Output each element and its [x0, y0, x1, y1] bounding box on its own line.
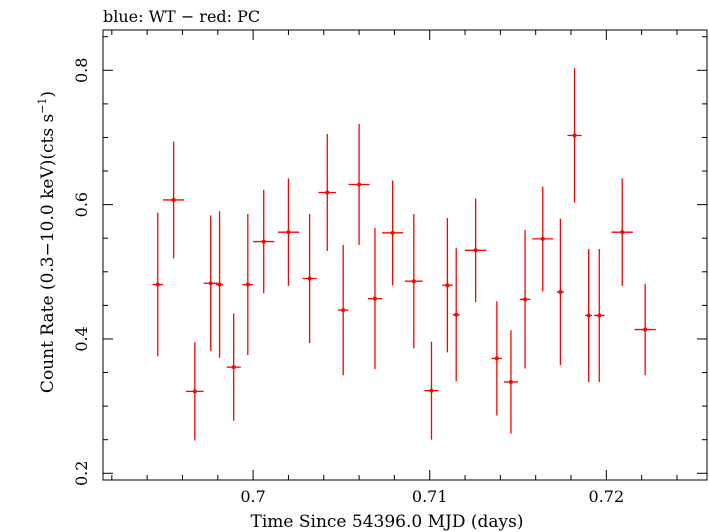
data-point [585, 248, 593, 382]
x-tick-label: 0.71 [412, 487, 448, 506]
point-marker [217, 282, 222, 287]
data-point [405, 214, 423, 349]
data-point [567, 68, 582, 203]
point-marker [572, 133, 577, 138]
y-tick-label: 0.2 [72, 461, 91, 486]
data-point [152, 212, 164, 357]
data-series-pc [152, 68, 656, 441]
data-point [465, 198, 487, 303]
point-marker [540, 236, 545, 241]
data-point [593, 248, 605, 382]
point-marker [494, 356, 499, 361]
data-point [611, 178, 633, 286]
point-marker [325, 190, 330, 195]
point-marker [558, 289, 563, 294]
data-point [226, 313, 241, 421]
y-axis-label-sup: −1 [36, 98, 49, 114]
y-axis-label: Count Rate (0.3−10.0 keV)(cts s−1) [36, 91, 58, 393]
point-marker [261, 239, 266, 244]
data-point [556, 218, 564, 366]
y-tick-label: 0.6 [72, 192, 91, 217]
point-marker [411, 279, 416, 284]
point-marker [231, 365, 236, 370]
y-tick-label: 0.8 [72, 58, 91, 83]
data-point [242, 214, 254, 356]
point-marker [597, 313, 602, 318]
x-tick-label: 0.72 [589, 487, 625, 506]
point-marker [508, 379, 513, 384]
y-axis-label-end: ) [38, 91, 58, 98]
point-marker [445, 283, 450, 288]
point-marker [473, 248, 478, 253]
data-point [382, 180, 404, 286]
chart-title: blue: WT − red: PC [103, 7, 260, 26]
data-point [452, 248, 460, 382]
data-point [216, 211, 224, 358]
x-axis-label: Time Since 54396.0 MJD (days) [251, 512, 524, 532]
point-marker [192, 389, 197, 394]
point-marker [208, 281, 213, 286]
point-marker [171, 197, 176, 202]
plot-frame [102, 29, 708, 481]
data-point [277, 178, 300, 286]
x-axis: 0.7 0.71 0.72 [111, 30, 678, 506]
point-marker [286, 230, 291, 235]
data-point [503, 330, 519, 434]
point-marker [357, 182, 362, 187]
point-marker [245, 282, 250, 287]
point-marker [454, 312, 459, 317]
point-marker [341, 308, 346, 313]
x-tick-label: 0.7 [240, 487, 265, 506]
y-tick-label: 0.4 [72, 326, 91, 351]
data-point [348, 124, 370, 245]
point-marker [307, 276, 312, 281]
y-axis: 0.2 0.4 0.6 0.8 [72, 36, 707, 486]
data-point [442, 218, 453, 353]
point-marker [523, 297, 528, 302]
point-marker [429, 388, 434, 393]
point-marker [372, 296, 377, 301]
point-marker [155, 282, 160, 287]
data-point [253, 189, 275, 294]
data-point [519, 230, 531, 369]
point-marker [586, 313, 591, 318]
data-point [491, 301, 503, 416]
data-point [203, 215, 218, 352]
data-point [318, 134, 337, 251]
point-marker [620, 230, 625, 235]
data-point [163, 141, 185, 259]
y-axis-label-main: Count Rate (0.3−10.0 keV)(cts s [38, 114, 58, 393]
data-point [424, 341, 439, 440]
data-point [634, 283, 656, 376]
point-marker [643, 327, 648, 332]
data-point [302, 214, 317, 343]
data-point [367, 228, 383, 370]
point-marker [390, 230, 395, 235]
data-point [532, 186, 554, 292]
data-point [186, 342, 204, 441]
data-point [337, 244, 349, 376]
